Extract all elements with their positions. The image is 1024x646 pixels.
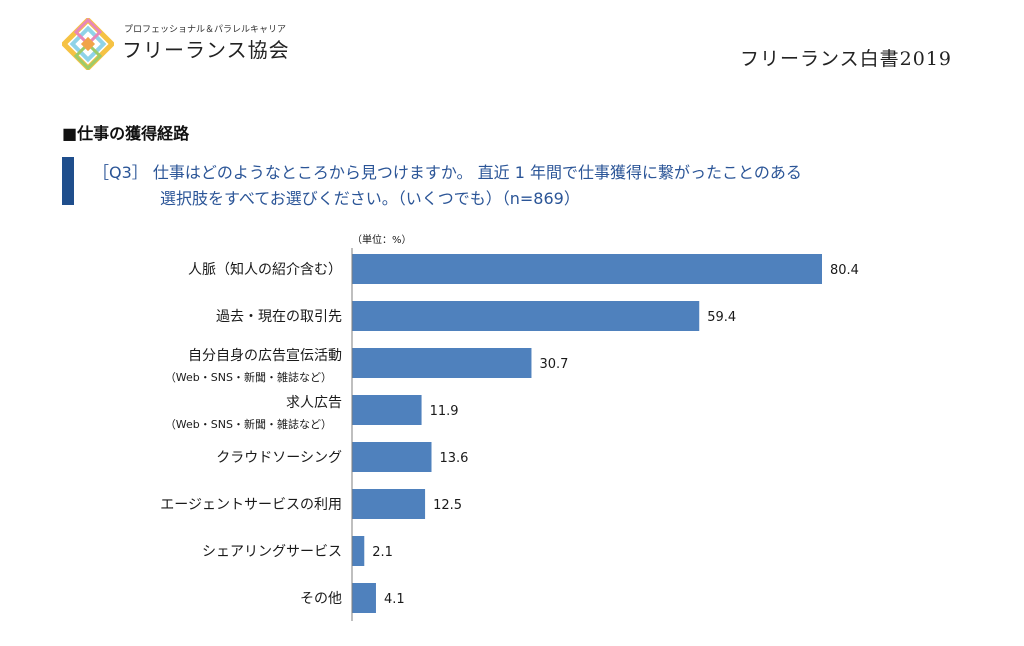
section-heading: ■仕事の獲得経路 [62,124,190,143]
question-text-line2: 選択肢をすべてお選びください。（いくつでも）（n=869） [160,189,580,208]
category-label: シェアリングサービス [202,544,342,560]
value-label: 80.4 [830,263,859,278]
question-accent-bar [62,157,74,205]
bar [352,442,432,472]
doc-title: フリーランス白書2019 [740,48,952,70]
category-label: その他 [300,591,342,607]
category-label: 人脈（知人の紹介含む） [188,261,342,278]
bar [352,348,532,378]
category-label: 自分自身の広告宣伝活動 [188,348,342,364]
category-label: クラウドソーシング [216,450,342,466]
value-label: 59.4 [707,310,736,325]
unit-label: （単位：%） [352,233,412,246]
bar [352,301,700,331]
org-name: フリーランス協会 [122,38,290,62]
diamond-logo-icon [62,18,114,70]
org-tagline: プロフェッショナル＆パラレルキャリア [124,25,287,35]
bar [352,395,422,425]
bar [352,489,426,519]
category-sublabel: （Web・SNS・新聞・雑誌など） [165,417,332,431]
value-label: 4.1 [384,592,405,607]
value-label: 11.9 [430,404,459,419]
value-label: 13.6 [440,451,469,466]
value-label: 2.1 [372,545,393,560]
value-label: 12.5 [433,498,462,513]
category-label: 過去・現在の取引先 [216,309,342,325]
question-text-line1: ［Q3］ 仕事はどのようなところから見つけますか。 直近 1 年間で仕事獲得に繋… [93,163,802,182]
bar [352,583,376,613]
category-sublabel: （Web・SNS・新聞・雑誌など） [165,370,332,384]
category-label: エージェントサービスの利用 [160,497,342,513]
category-label: 求人広告 [286,395,342,411]
bar [352,536,365,566]
value-label: 30.7 [539,357,568,372]
bar [352,254,822,284]
